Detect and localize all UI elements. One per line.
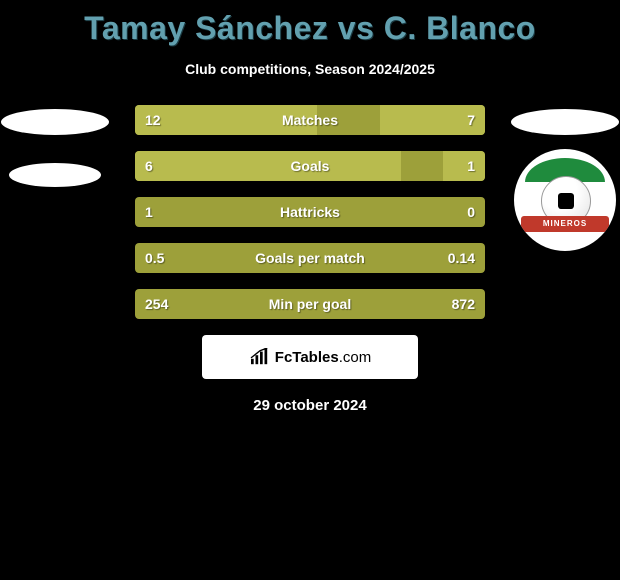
attribution-badge: FcTables.com [202,335,418,379]
bar-row: 0.50.14Goals per match [135,243,485,273]
bar-row: 10Hattricks [135,197,485,227]
attribution-suffix: .com [339,349,372,366]
left-player-avatars [0,95,110,201]
team-logo-banner: MINEROS [521,216,609,232]
right-player-avatars: MINEROS [510,95,620,251]
right-team-logo: MINEROS [514,149,616,251]
bar-stat-label: Hattricks [135,197,485,227]
bar-chart-icon [249,348,271,366]
avatar-placeholder [1,109,109,135]
comparison-title: Tamay Sánchez vs C. Blanco [0,0,620,47]
comparison-subtitle: Club competitions, Season 2024/2025 [0,61,620,77]
bar-row: 127Matches [135,105,485,135]
bar-stat-label: Matches [135,105,485,135]
avatar-placeholder [9,163,101,187]
avatar-placeholder [511,109,619,135]
bar-stat-label: Min per goal [135,289,485,319]
comparison-date: 29 october 2024 [0,397,620,414]
bar-row: 254872Min per goal [135,289,485,319]
comparison-bars: 127Matches 61Goals 10Hattricks 0.50.14Goals… [135,105,485,319]
bar-stat-label: Goals per match [135,243,485,273]
attribution-text: FcTables.com [275,349,371,366]
bar-stat-label: Goals [135,151,485,181]
bar-row: 61Goals [135,151,485,181]
attribution-brand: FcTables [275,349,339,366]
chart-area: MINEROS 127Matches 61Goals 10Hattricks 0.50… [0,105,620,319]
